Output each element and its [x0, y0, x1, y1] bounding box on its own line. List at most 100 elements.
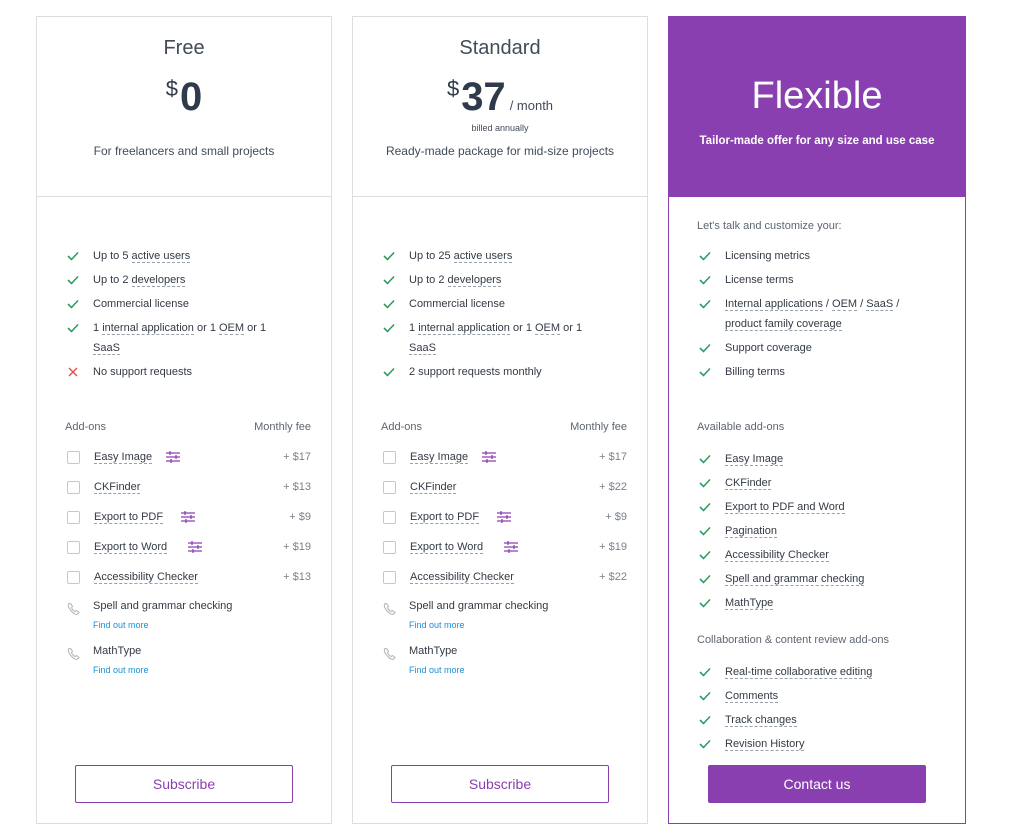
tooltip-term[interactable]: active users [131, 250, 191, 263]
addon-label[interactable]: CKFinder [94, 481, 141, 494]
tooltip-term[interactable]: Spell and grammar checking [725, 573, 865, 586]
addon-label[interactable]: Export to Word [410, 541, 484, 554]
sliders-icon[interactable] [165, 450, 181, 467]
tooltip-term[interactable]: CKFinder [725, 477, 772, 490]
addon-row[interactable]: Export to Word + $19 [381, 539, 627, 557]
addon-fee: + $22 [599, 571, 627, 583]
addon-label[interactable]: Easy Image [94, 451, 153, 464]
addon-checkbox[interactable] [383, 511, 396, 524]
sliders-icon[interactable] [503, 540, 519, 557]
feature-item: Up to 2 developers [65, 270, 311, 290]
addon-item: Track changes [697, 710, 945, 730]
tooltip-term[interactable]: internal application [418, 322, 510, 335]
addon-checkbox[interactable] [67, 541, 80, 554]
addon-label[interactable]: Export to Word [94, 541, 168, 554]
tooltip-term[interactable]: developers [447, 274, 502, 287]
feature-item: Up to 25 active users [381, 246, 627, 266]
addon-checkbox[interactable] [67, 481, 80, 494]
subscribe-button[interactable]: Subscribe [391, 765, 609, 803]
price-period: / month [509, 98, 554, 113]
check-icon [697, 449, 713, 469]
feature-item: Support coverage [697, 338, 945, 358]
tooltip-term[interactable]: Real-time collaborative editing [725, 666, 873, 679]
tooltip-term[interactable]: Internal applications [725, 298, 823, 311]
addon-row[interactable]: Export to Word + $19 [65, 539, 311, 557]
addon-item: Comments [697, 686, 945, 706]
plan-card-standard: Standard $37/ month billed annually Read… [352, 16, 648, 824]
contact-addon-label: MathType [93, 645, 142, 657]
addon-checkbox[interactable] [383, 451, 396, 464]
sliders-icon[interactable] [187, 540, 203, 557]
addon-item: MathType [697, 593, 945, 613]
addon-checkbox[interactable] [383, 541, 396, 554]
addon-label[interactable]: Easy Image [410, 451, 469, 464]
feature-item: Up to 2 developers [381, 270, 627, 290]
tooltip-term[interactable]: OEM [219, 322, 245, 335]
find-out-more-link[interactable]: Find out more [93, 665, 149, 675]
contact-us-button[interactable]: Contact us [708, 765, 926, 803]
tooltip-term[interactable]: Revision History [725, 738, 805, 751]
addon-row[interactable]: Accessibility Checker + $13 [65, 569, 311, 587]
tooltip-term[interactable]: Comments [725, 690, 779, 703]
feature-item: Commercial license [65, 294, 311, 314]
addon-checkbox[interactable] [383, 481, 396, 494]
check-icon [697, 521, 713, 541]
addon-label[interactable]: Accessibility Checker [410, 571, 514, 584]
addon-row[interactable]: Easy Image + $17 [381, 449, 627, 467]
addon-checkbox[interactable] [383, 571, 396, 584]
tooltip-term[interactable]: Pagination [725, 525, 777, 538]
addon-item: Export to PDF and Word [697, 497, 945, 517]
addon-checkbox[interactable] [67, 451, 80, 464]
find-out-more-link[interactable]: Find out more [93, 620, 149, 630]
feature-item: 2 support requests monthly [381, 362, 627, 382]
tooltip-term[interactable]: Easy Image [725, 453, 784, 466]
plan-body: Let's talk and customize your: Licensing… [669, 198, 965, 823]
addon-row[interactable]: Easy Image + $17 [65, 449, 311, 467]
check-icon [697, 497, 713, 517]
check-icon [697, 362, 713, 382]
plan-body: Up to 5 active users Up to 2 developers … [37, 198, 331, 823]
addon-row[interactable]: CKFinder + $13 [65, 479, 311, 497]
tooltip-term[interactable]: developers [131, 274, 186, 287]
tooltip-term[interactable]: MathType [725, 597, 774, 610]
cross-icon [65, 362, 81, 382]
tooltip-term[interactable]: active users [453, 250, 513, 263]
tooltip-term[interactable]: Accessibility Checker [725, 549, 829, 562]
addon-row[interactable]: Accessibility Checker + $22 [381, 569, 627, 587]
sliders-icon[interactable] [481, 450, 497, 467]
subscribe-button[interactable]: Subscribe [75, 765, 293, 803]
addon-checkbox[interactable] [67, 571, 80, 584]
tooltip-term[interactable]: Track changes [725, 714, 797, 727]
plan-description: Tailor-made offer for any size and use c… [699, 135, 935, 147]
find-out-more-link[interactable]: Find out more [409, 620, 465, 630]
feature-item: No support requests [65, 362, 311, 382]
feature-item: 1 internal application or 1 OEM or 1 SaaS [381, 318, 627, 358]
price-currency: $ [446, 76, 460, 101]
check-icon [697, 294, 713, 314]
tooltip-term[interactable]: OEM [832, 298, 858, 311]
tooltip-term[interactable]: SaaS [93, 342, 120, 355]
addon-fee: + $22 [599, 481, 627, 493]
tooltip-term[interactable]: SaaS [409, 342, 436, 355]
find-out-more-link[interactable]: Find out more [409, 665, 465, 675]
sliders-icon[interactable] [496, 510, 512, 527]
tooltip-term[interactable]: Export to PDF and Word [725, 501, 845, 514]
addon-row[interactable]: CKFinder + $22 [381, 479, 627, 497]
contact-addon-label: Spell and grammar checking [93, 600, 233, 612]
feature-item: Internal applications / OEM / SaaS / prod… [697, 294, 945, 334]
plan-card-flexible: Flexible Tailor-made offer for any size … [668, 16, 966, 824]
addon-fee: + $13 [283, 481, 311, 493]
sliders-icon[interactable] [180, 510, 196, 527]
tooltip-term[interactable]: internal application [102, 322, 194, 335]
addon-row[interactable]: Export to PDF + $9 [65, 509, 311, 527]
contact-addon-label: Spell and grammar checking [409, 600, 549, 612]
addon-row[interactable]: Export to PDF + $9 [381, 509, 627, 527]
addon-checkbox[interactable] [67, 511, 80, 524]
addon-label[interactable]: CKFinder [410, 481, 457, 494]
tooltip-term[interactable]: product family coverage [725, 318, 842, 331]
addon-label[interactable]: Export to PDF [94, 511, 164, 524]
tooltip-term[interactable]: SaaS [866, 298, 894, 311]
addon-label[interactable]: Export to PDF [410, 511, 480, 524]
addon-label[interactable]: Accessibility Checker [94, 571, 198, 584]
tooltip-term[interactable]: OEM [535, 322, 561, 335]
